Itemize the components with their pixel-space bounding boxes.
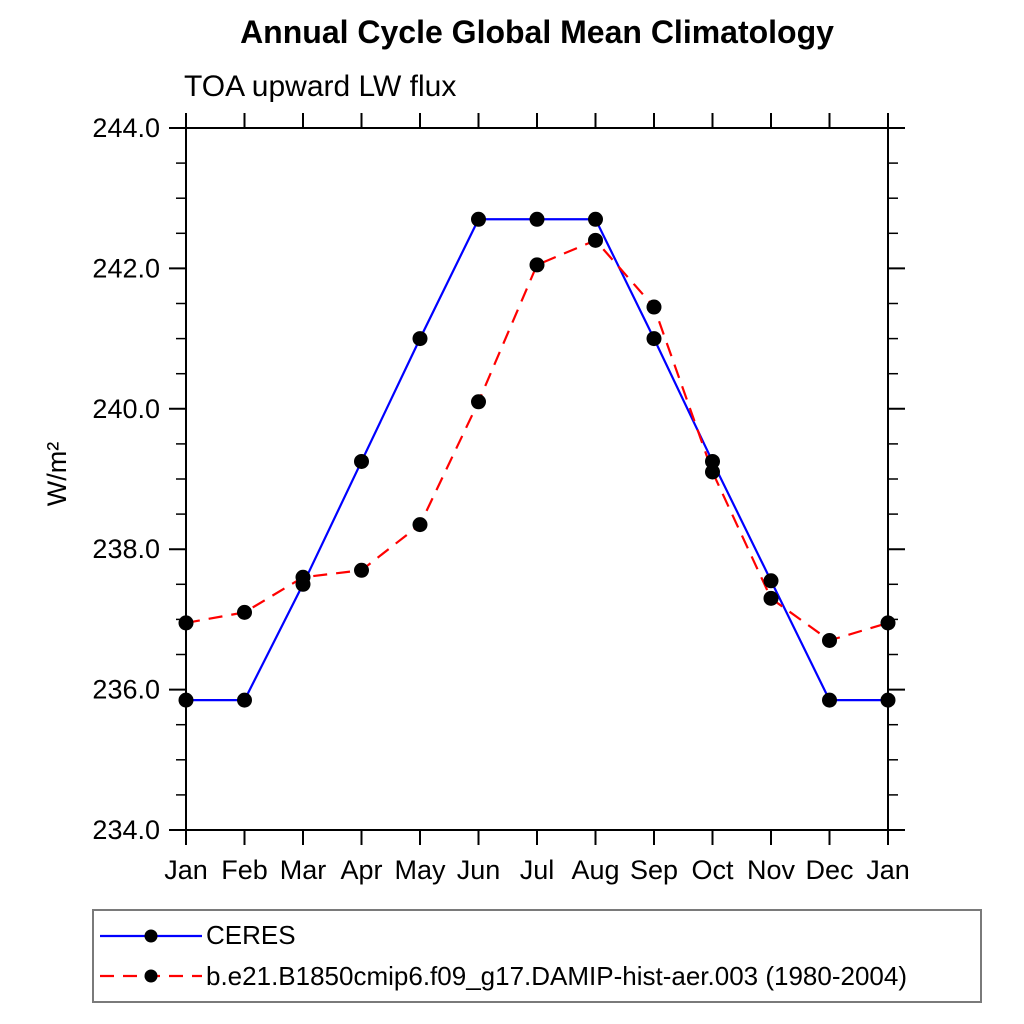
data-point-marker-series-1: [412, 517, 428, 533]
data-point-marker-series-1: [354, 562, 369, 578]
data-point-marker-series-0: [705, 453, 720, 469]
x-tick-label: Aug: [571, 855, 619, 885]
data-point-marker-series-0: [237, 692, 252, 708]
legend-label-0: CERES: [206, 920, 296, 951]
y-tick-label: 240.0: [92, 394, 160, 424]
data-point-marker-series-1: [646, 299, 662, 315]
y-tick-label: 244.0: [92, 113, 160, 143]
x-tick-label: Jun: [457, 855, 501, 885]
y-tick-label: 234.0: [92, 815, 160, 845]
series-line-1: [185, 238, 889, 642]
plot-frame: [185, 127, 889, 831]
data-point-marker-series-1: [705, 464, 720, 480]
chart-subtitle: TOA upward LW flux: [184, 70, 457, 103]
x-tick-label: Sep: [630, 855, 678, 885]
legend-box: CERES b.e21.B1850cmip6.f09_g17.DAMIP-hist…: [92, 909, 982, 1003]
legend-item-1: b.e21.B1850cmip6.f09_g17.DAMIP-hist-aer.…: [99, 961, 980, 992]
data-point-marker-series-1: [471, 394, 486, 410]
x-tick-label: Mar: [280, 855, 327, 885]
x-tick-label: Dec: [805, 855, 853, 885]
data-point-marker-series-0: [646, 331, 662, 347]
x-tick-label: Oct: [691, 855, 734, 885]
data-point-marker-series-0: [529, 211, 545, 227]
x-tick-label: Jul: [520, 855, 555, 885]
data-point-marker-series-1: [588, 232, 603, 248]
x-tick-label: Jan: [866, 855, 910, 885]
x-tick-label: Jan: [164, 855, 208, 885]
data-point-marker-series-0: [412, 331, 428, 347]
data-point-marker-series-1: [822, 632, 837, 648]
data-point-marker-series-0: [354, 453, 369, 469]
series-line-0: [186, 218, 888, 702]
legend-item-0: CERES: [99, 920, 980, 951]
x-tick-label: Nov: [747, 855, 796, 885]
data-point-marker-series-1: [295, 569, 311, 585]
y-tick-label: 238.0: [92, 534, 160, 564]
legend-line-sample-1: [100, 969, 202, 983]
x-tick-label: Feb: [221, 855, 268, 885]
data-point-marker-series-0: [178, 692, 194, 708]
data-point-marker-series-0: [588, 211, 603, 227]
data-point-marker-series-1: [529, 257, 545, 273]
data-point-marker-series-0: [822, 692, 837, 708]
legend-marker-0: [144, 929, 158, 943]
data-point-marker-series-1: [237, 604, 252, 620]
data-point-marker-series-1: [178, 615, 194, 631]
data-point-marker-series-0: [763, 573, 779, 589]
x-tick-label: Apr: [340, 855, 382, 885]
legend-line-sample-0: [100, 929, 202, 943]
legend-marker-1: [144, 969, 158, 983]
data-point-marker-series-1: [763, 590, 779, 606]
legend-label-1: b.e21.B1850cmip6.f09_g17.DAMIP-hist-aer.…: [206, 960, 907, 991]
y-tick-label: 242.0: [92, 253, 160, 283]
data-point-marker-series-1: [880, 615, 896, 631]
x-tick-label: May: [394, 855, 446, 885]
y-tick-label: 236.0: [92, 675, 160, 705]
data-point-marker-series-0: [471, 211, 486, 227]
data-point-marker-series-0: [880, 692, 896, 708]
chart-title: Annual Cycle Global Mean Climatology: [240, 14, 834, 50]
